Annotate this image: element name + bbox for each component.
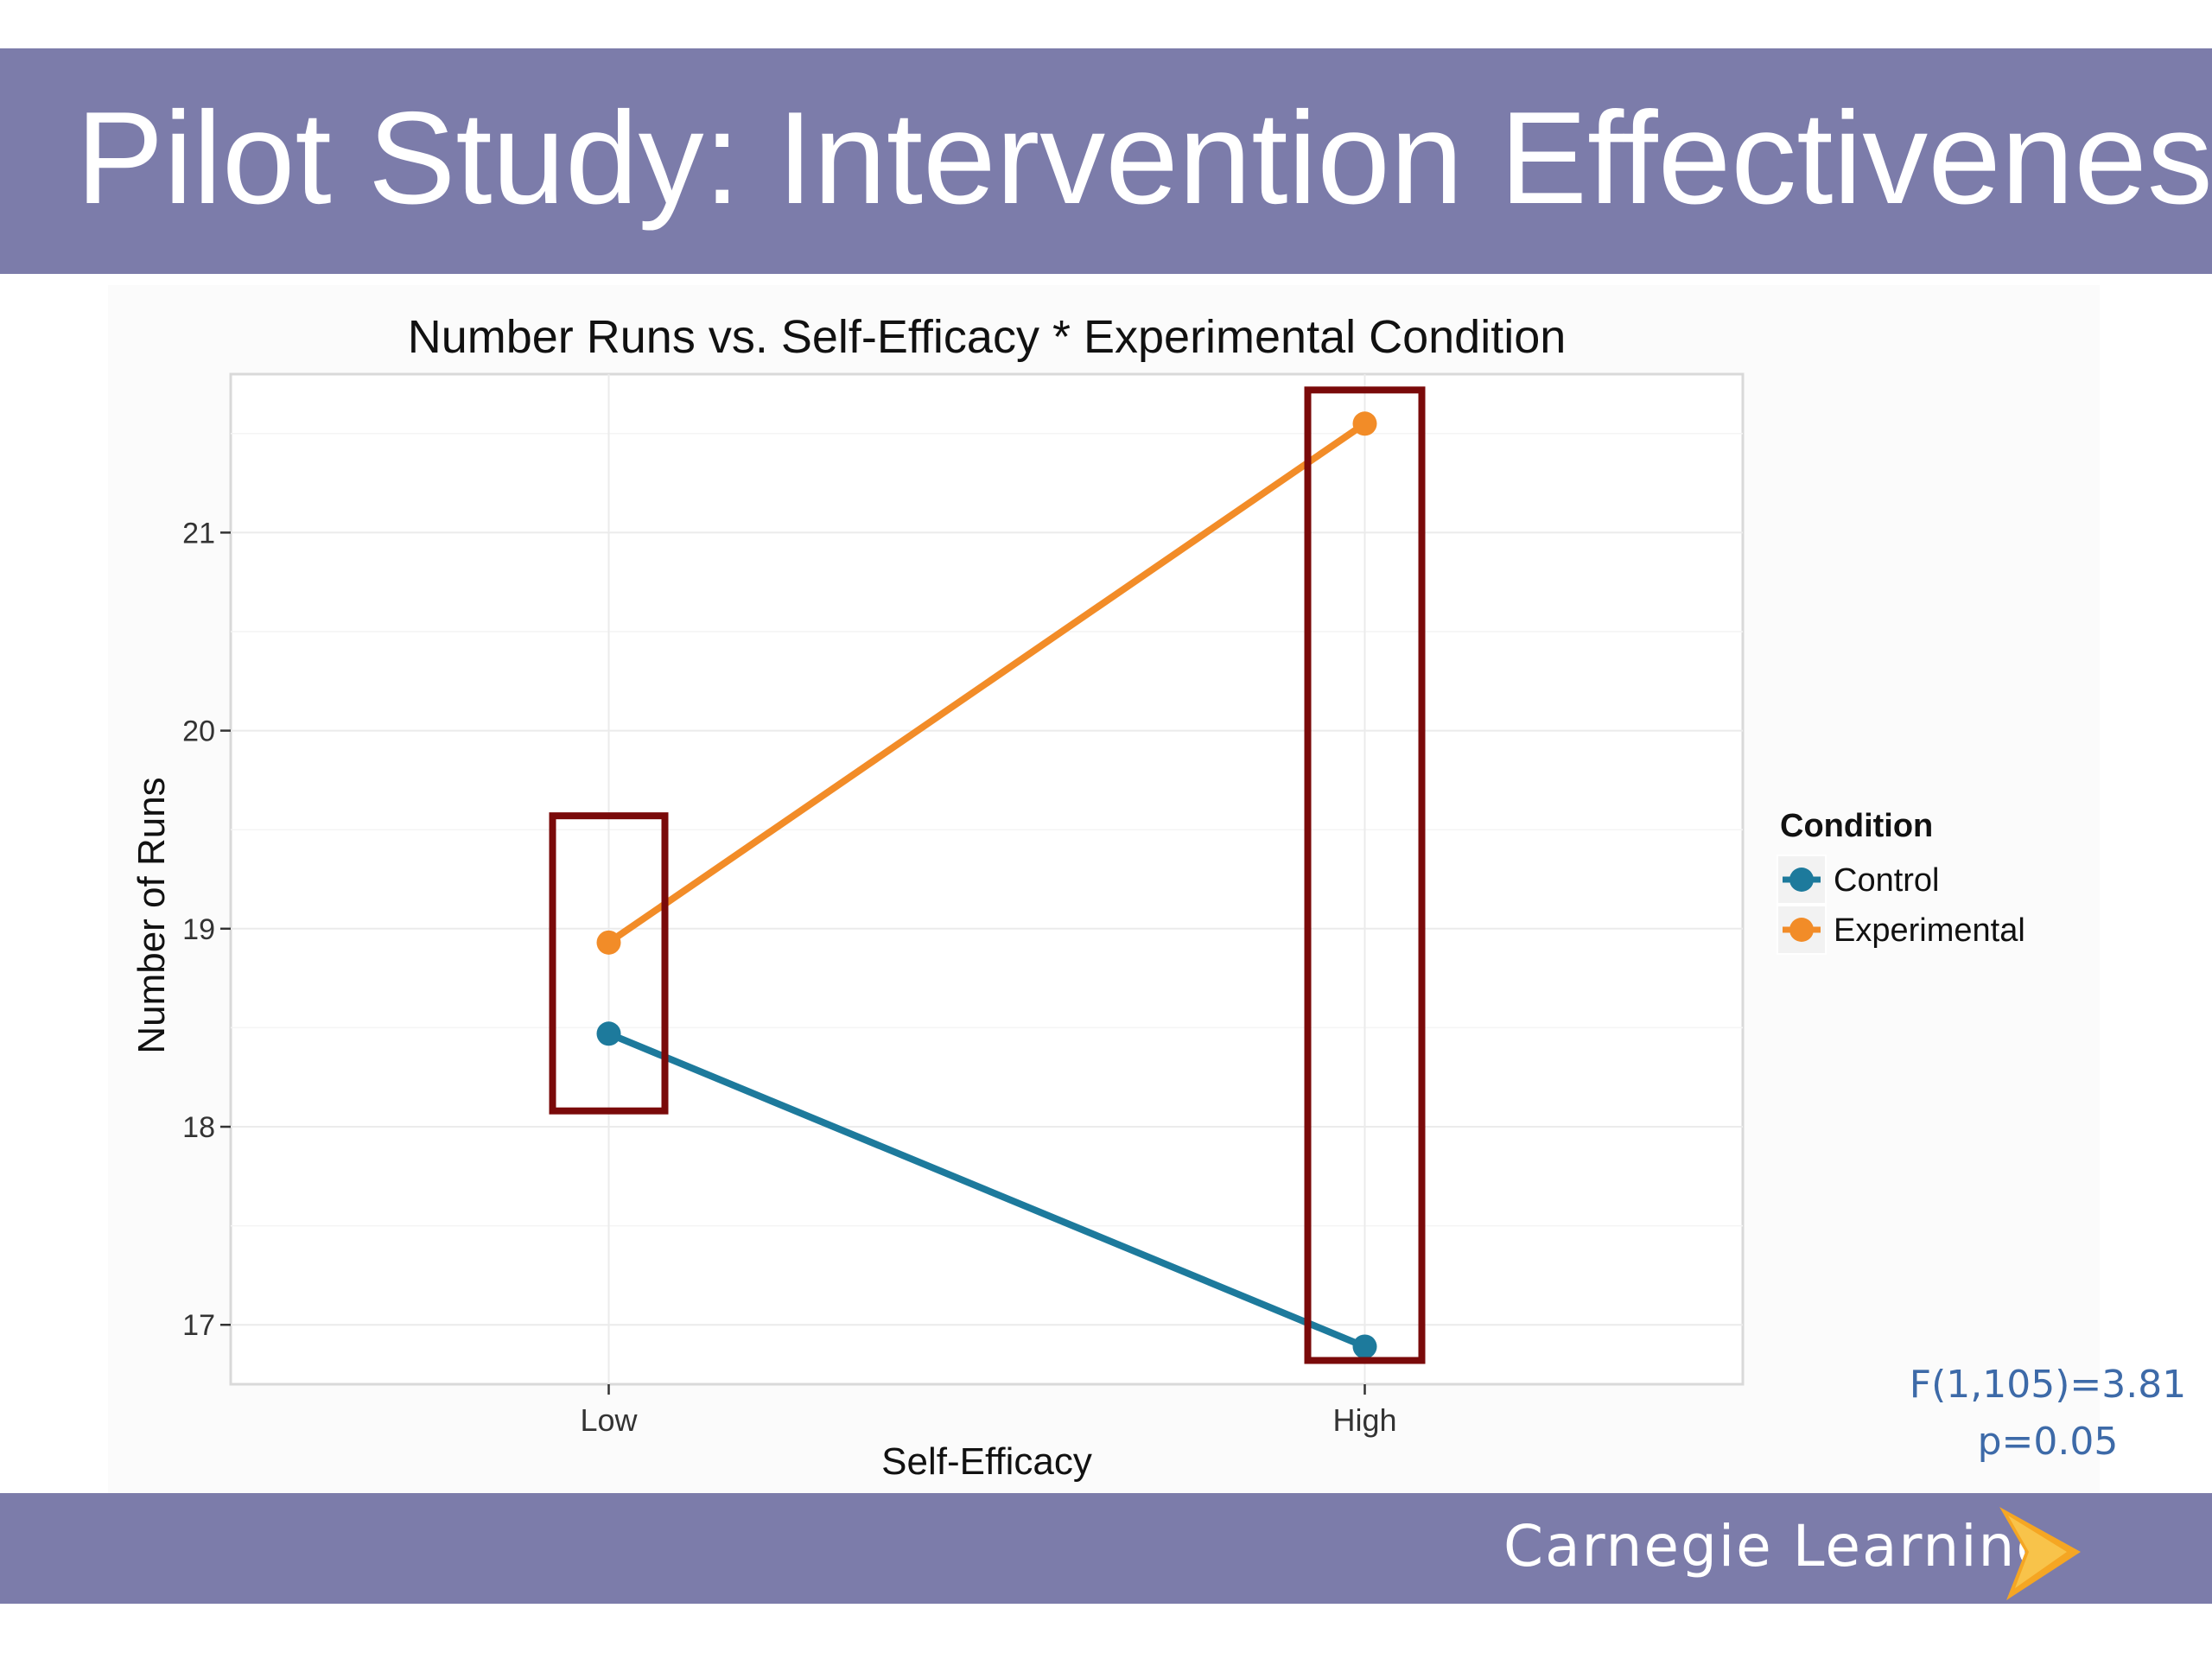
data-point-experimental [596,930,621,955]
footer-bar [0,1493,2212,1604]
stats-annotation: F(1,105)=3.81 p=0.05 [1901,1357,2195,1471]
y-tick-label: 18 [182,1111,215,1144]
plot-area [229,372,1745,1386]
data-point-control [1352,1334,1377,1359]
legend-title: Condition [1780,808,1933,844]
legend-key-point [1789,868,1814,892]
data-point-experimental [1352,411,1377,436]
chevron-logo-icon [1999,1507,2081,1600]
series-line-experimental [605,420,1369,946]
legend-label: Control [1834,862,1940,899]
chart-panel: 17 18 19 20 21 Low High Number Runs vs. Self-Ef… [108,285,2100,1493]
legend-label: Experimental [1834,912,2025,949]
interaction-chart: 17 18 19 20 21 Low High Number Runs vs. Self-Ef… [130,311,2025,1483]
slide-title: Pilot Study: Intervention Effectiveness [76,85,2212,232]
f-statistic: F(1,105)=3.81 [1909,1363,2187,1407]
p-value: p=0.05 [1977,1420,2119,1464]
y-tick-label: 19 [182,913,215,946]
chart-title: Number Runs vs. Self-Efficacy * Experime… [408,311,1567,363]
x-tick-label: Low [580,1402,638,1438]
x-tick-label: High [1332,1402,1396,1438]
highlight-box [549,812,669,1115]
data-point-control [596,1021,621,1046]
x-axis-label: Self-Efficacy [881,1440,1092,1483]
y-axis-label: Number of Runs [130,777,173,1053]
y-tick-label: 20 [182,715,215,748]
y-tick-label: 17 [182,1309,215,1342]
y-tick-label: 21 [182,517,215,550]
series-line-control [605,1030,1369,1351]
legend-key-point [1789,918,1814,942]
header-bar [0,48,2212,274]
highlight-box [1304,386,1426,1364]
brand-name: Carnegie Learning [1503,1513,2055,1580]
